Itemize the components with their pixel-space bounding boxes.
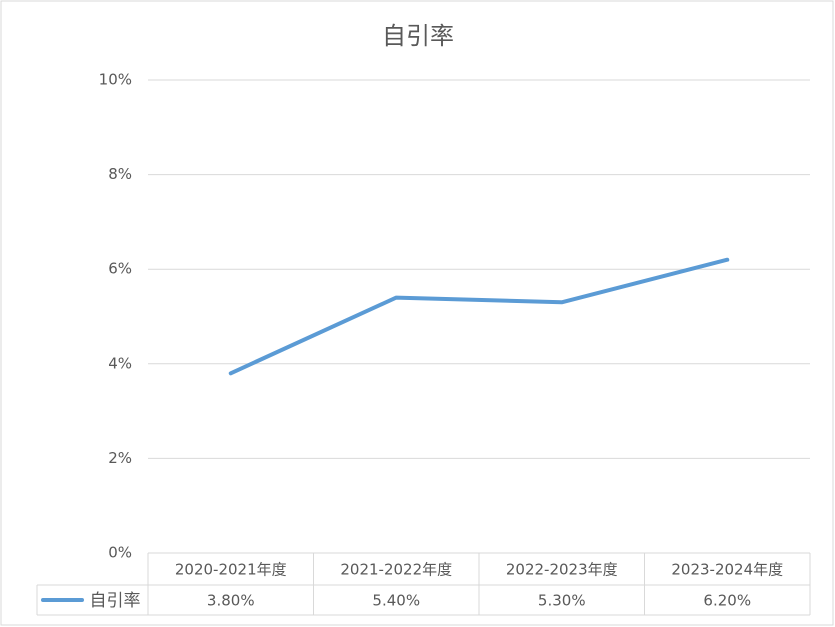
x-tick-label: 2023-2024年度: [671, 561, 783, 579]
y-tick-label: 8%: [108, 165, 132, 183]
legend-label: 自引率: [90, 591, 141, 611]
y-tick-label: 2%: [108, 449, 132, 467]
x-tick-label: 2021-2022年度: [340, 561, 452, 579]
y-tick-label: 4%: [108, 354, 132, 372]
x-tick-label: 2022-2023年度: [506, 561, 618, 579]
line: [228, 257, 730, 376]
chart-title: 自引率: [382, 22, 454, 50]
table-value: 5.30%: [538, 592, 586, 610]
y-tick-label: 0%: [108, 544, 132, 562]
x-tick-label: 2020-2021年度: [175, 561, 287, 579]
table-value: 3.80%: [207, 592, 255, 610]
table-value: 5.40%: [372, 592, 420, 610]
y-tick-label: 10%: [99, 71, 132, 89]
y-tick-label: 6%: [108, 260, 132, 278]
table-value: 6.20%: [703, 592, 751, 610]
